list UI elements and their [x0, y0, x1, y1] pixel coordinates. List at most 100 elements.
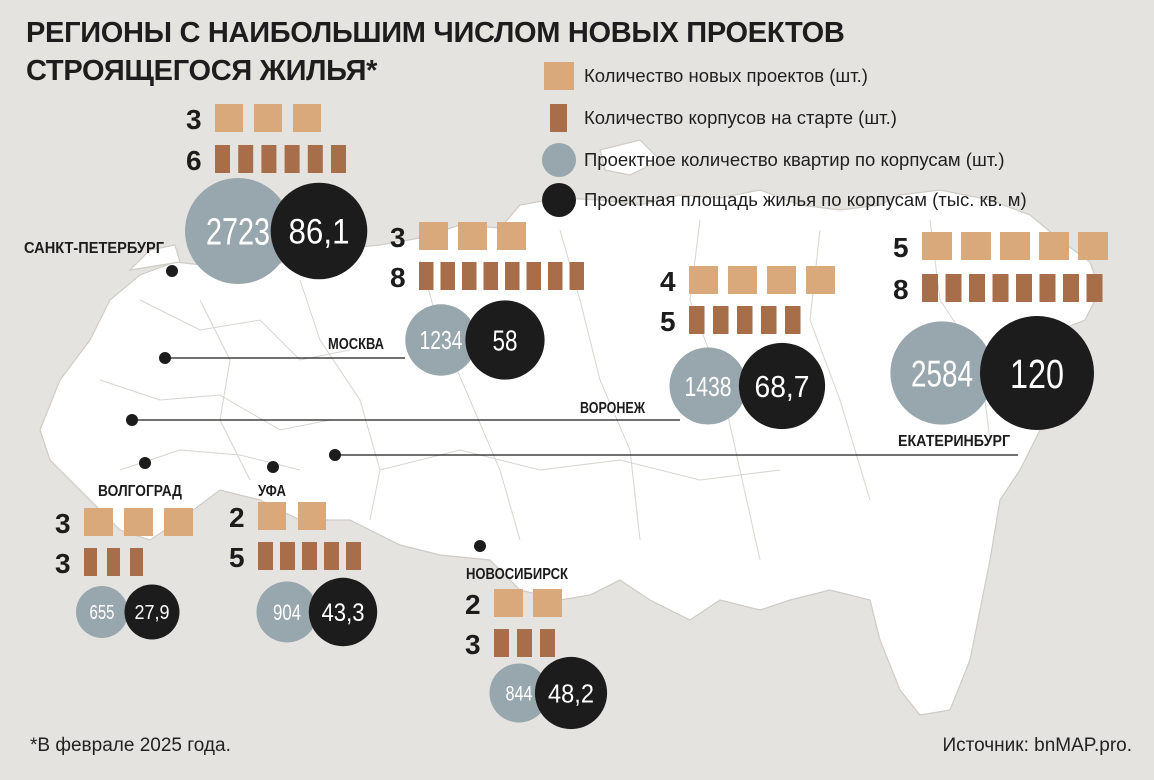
- region-6-name: НОВОСИБИРСК: [466, 566, 568, 583]
- region-3-name: ЕКАТЕРИНБУРГ: [898, 433, 1010, 450]
- region-3-project-mark: [922, 232, 952, 260]
- legend-item-area: Проектная площадь жилья по корпусам (тыс…: [540, 183, 1140, 224]
- region-2-building-mark: [713, 306, 729, 334]
- region-0-apartments-value: 2723: [206, 212, 270, 254]
- region-2-area-value: 68,7: [755, 369, 810, 404]
- region-0-area-circle: [270, 182, 368, 280]
- region-3-building-mark: [1063, 274, 1079, 302]
- region-0-building-mark: [331, 145, 346, 173]
- region-5-name: УФА: [258, 483, 286, 500]
- legend-item-buildings: Количество корпусов на старте (шт.): [540, 102, 1140, 142]
- region-0-project-mark: [215, 104, 243, 132]
- region-3-area-value: 120: [1010, 351, 1064, 397]
- russia-map-shape: [39, 139, 1101, 716]
- region-0-building-mark: [261, 145, 277, 173]
- region-4-project-mark: [84, 508, 113, 536]
- region-2-building-mark: [761, 306, 777, 334]
- region-2-building-mark: [737, 306, 753, 334]
- apartments-swatch: [542, 143, 576, 177]
- region-2-apartments-circle: [669, 347, 747, 425]
- region-2-project-mark: [767, 266, 796, 294]
- region-4-area-value: 27,9: [135, 602, 170, 624]
- region-6-building-mark: [494, 629, 509, 657]
- region-1-apartments-value: 1234: [420, 325, 463, 355]
- region-1-building-mark: [483, 262, 498, 290]
- region-5-area-value: 43,3: [322, 599, 365, 627]
- title-line-1: РЕГИОНЫ С НАИБОЛЬШИМ ЧИСЛОМ НОВЫХ ПРОЕКТ…: [26, 17, 845, 49]
- region-4-project-mark: [124, 508, 153, 536]
- region-3-buildings-count: 8: [893, 274, 909, 305]
- region-5-building-mark: [346, 542, 361, 570]
- region-1-building-mark: [526, 262, 541, 290]
- region-0-project-mark: [293, 104, 321, 132]
- region-4-building-mark: [84, 548, 97, 576]
- region-4-area-circle: [124, 584, 180, 640]
- region-2-projects-count: 4: [660, 266, 676, 297]
- legend-item-projects: Количество новых проектов (шт.): [540, 60, 1140, 100]
- region-5-projects-count: 2: [229, 502, 245, 533]
- region-4-building-mark: [130, 548, 143, 576]
- region-1-building-mark: [419, 262, 434, 290]
- region-1-project-mark: [458, 222, 487, 250]
- projects-swatch: [544, 62, 574, 90]
- region-1-projects-count: 3: [390, 222, 406, 253]
- region-1-building-mark: [548, 262, 563, 290]
- region-6-building-mark: [517, 629, 532, 657]
- region-1-building-mark: [462, 262, 477, 290]
- region-2-project-mark: [689, 266, 718, 294]
- region-6-project-mark: [494, 589, 523, 617]
- region-2-project-mark: [806, 266, 835, 294]
- region-0-building-mark: [284, 145, 300, 173]
- region-1-name: МОСКВА: [328, 336, 384, 353]
- region-3-project-mark: [1000, 232, 1030, 260]
- region-1-building-mark: [569, 262, 584, 290]
- region-1-area-value: 58: [493, 325, 518, 357]
- source-note: Источник: bnMAP.pro.: [942, 735, 1132, 756]
- region-2-project-mark: [728, 266, 757, 294]
- region-5-building-mark: [324, 542, 339, 570]
- region-6-projects-count: 2: [465, 589, 481, 620]
- region-5-area-circle: [308, 577, 378, 647]
- region-1-project-mark: [419, 222, 448, 250]
- region-4-apartments-value: 655: [90, 602, 115, 624]
- region-3-projects-count: 5: [893, 232, 909, 263]
- region-4-building-mark: [107, 548, 120, 576]
- region-1-city-dot: [159, 352, 171, 364]
- region-3-building-mark: [1016, 274, 1032, 302]
- region-1-building-mark: [440, 262, 455, 290]
- region-0-projects-count: 3: [186, 104, 202, 135]
- region-2-building-mark: [785, 306, 801, 334]
- region-3-apartments-circle: [890, 321, 994, 425]
- region-5-buildings-count: 5: [229, 542, 245, 573]
- region-3-building-mark: [945, 274, 962, 302]
- legend-label-buildings: Количество корпусов на старте (шт.): [584, 107, 897, 128]
- legend-item-apartments: Проектное количество квартир по корпусам…: [540, 143, 1140, 184]
- region-5-apartments-circle: [256, 581, 318, 643]
- region-1-area-circle: [465, 300, 545, 380]
- region-5-building-mark: [258, 542, 273, 570]
- region-6-apartments-value: 844: [506, 683, 533, 706]
- region-4-name: ВОЛГОГРАД: [98, 483, 183, 500]
- region-4-project-mark: [164, 508, 193, 536]
- legend-label-projects: Количество новых проектов (шт.): [584, 65, 868, 86]
- region-6-building-mark: [540, 629, 555, 657]
- region-0-apartments-circle: [185, 178, 291, 284]
- region-0-building-mark: [307, 145, 323, 173]
- region-0-city-dot: [166, 265, 178, 277]
- region-4-city-dot: [139, 457, 151, 469]
- region-2-area-circle: [738, 342, 826, 430]
- title-line-2: СТРОЯЩЕГОСЯ ЖИЛЬЯ*: [26, 55, 378, 87]
- region-0-building-mark: [215, 145, 230, 173]
- region-4-buildings-count: 3: [55, 548, 71, 579]
- region-3-project-mark: [1078, 232, 1108, 260]
- region-6-city-dot: [474, 540, 486, 552]
- legend-label-area: Проектная площадь жилья по корпусам (тыс…: [584, 189, 1027, 210]
- region-1-buildings-count: 8: [390, 262, 406, 293]
- region-6-area-circle: [534, 656, 608, 730]
- region-2-apartments-value: 1438: [685, 371, 732, 402]
- region-6-apartments-circle: [489, 663, 549, 723]
- footnote: *В феврале 2025 года.: [30, 735, 231, 756]
- region-2-buildings-count: 5: [660, 306, 676, 337]
